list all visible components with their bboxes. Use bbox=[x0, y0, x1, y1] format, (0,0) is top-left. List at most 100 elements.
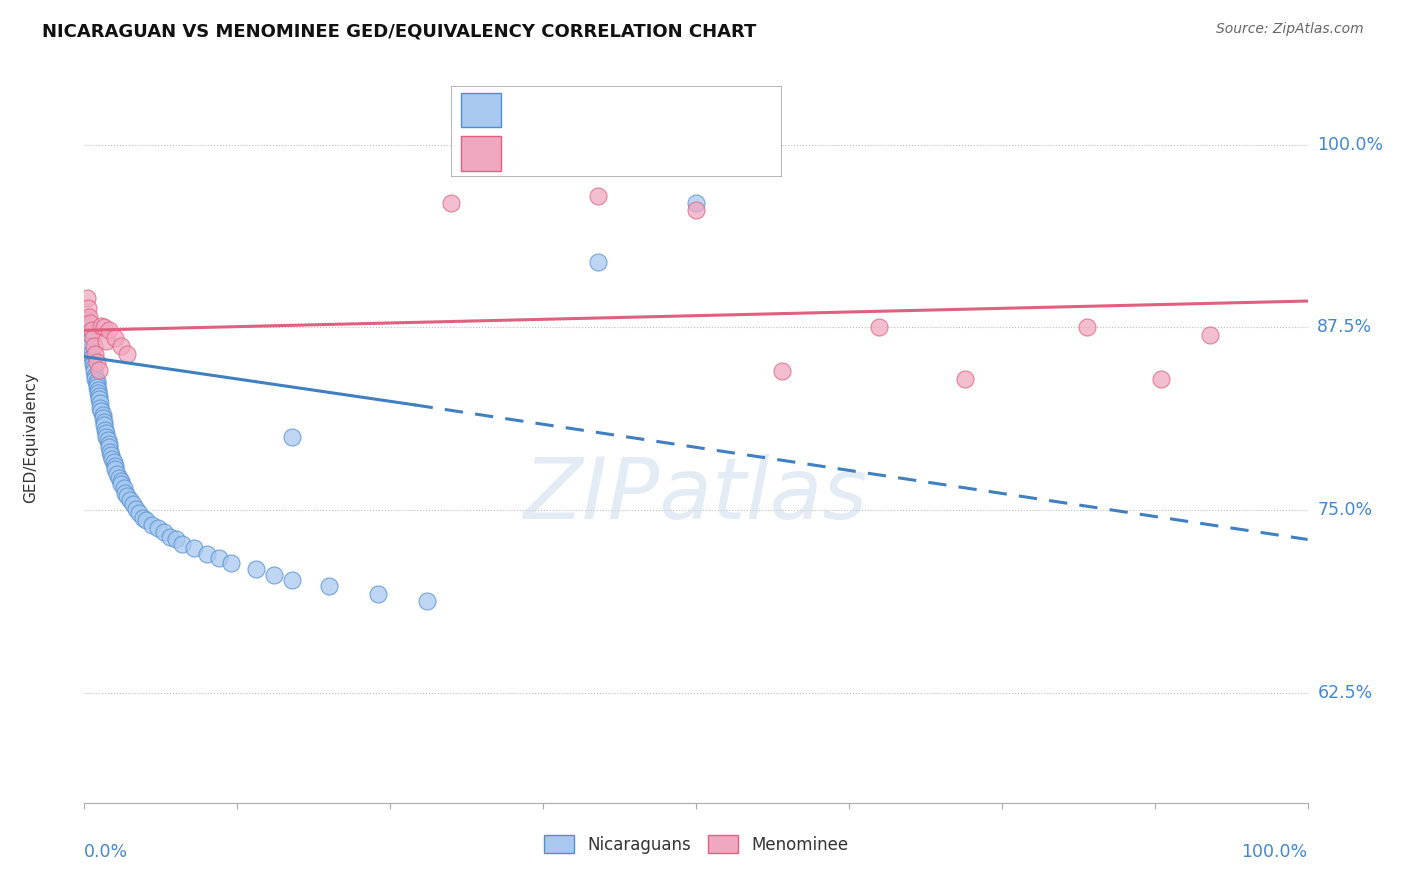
Point bbox=[869, 320, 891, 334]
Point bbox=[110, 339, 132, 353]
Point bbox=[128, 506, 150, 520]
Point bbox=[84, 347, 107, 361]
Point bbox=[172, 537, 194, 551]
Point bbox=[87, 389, 110, 403]
Point bbox=[80, 323, 103, 337]
Point bbox=[101, 452, 124, 467]
Text: 100.0%: 100.0% bbox=[1317, 136, 1384, 153]
Text: Source: ZipAtlas.com: Source: ZipAtlas.com bbox=[1216, 22, 1364, 37]
Point bbox=[84, 371, 107, 385]
Point bbox=[77, 330, 100, 344]
Point bbox=[104, 330, 127, 344]
Point bbox=[770, 364, 793, 378]
Point bbox=[122, 497, 145, 511]
Text: 87.5%: 87.5% bbox=[1317, 318, 1372, 336]
Point bbox=[83, 364, 105, 378]
Point bbox=[105, 467, 128, 481]
Point bbox=[685, 203, 707, 218]
Point bbox=[86, 380, 108, 394]
Point bbox=[110, 476, 132, 491]
Point bbox=[115, 347, 138, 361]
Point bbox=[86, 375, 108, 389]
Point bbox=[1198, 327, 1220, 342]
Point bbox=[80, 345, 103, 359]
Point bbox=[159, 530, 181, 544]
Point bbox=[141, 517, 163, 532]
Point bbox=[132, 510, 155, 524]
Point bbox=[77, 301, 100, 316]
Point bbox=[82, 330, 104, 344]
Point bbox=[165, 533, 187, 547]
Point bbox=[97, 323, 120, 337]
Point bbox=[97, 440, 120, 454]
Point bbox=[91, 411, 114, 425]
Point bbox=[77, 320, 100, 334]
Point bbox=[82, 357, 104, 371]
Point bbox=[93, 416, 115, 430]
Point bbox=[416, 594, 439, 608]
Point bbox=[96, 334, 118, 348]
Point bbox=[953, 371, 976, 385]
Point bbox=[76, 291, 98, 305]
Point bbox=[93, 418, 115, 433]
Point bbox=[685, 196, 707, 211]
Point bbox=[100, 448, 122, 462]
Point bbox=[146, 521, 169, 535]
Point bbox=[208, 551, 231, 566]
Point bbox=[83, 359, 105, 374]
Point bbox=[98, 444, 121, 458]
Point bbox=[135, 513, 157, 527]
Point bbox=[97, 437, 120, 451]
Point bbox=[110, 474, 132, 488]
Point bbox=[90, 318, 112, 333]
Point bbox=[112, 481, 135, 495]
Point bbox=[219, 556, 242, 570]
Point bbox=[195, 547, 218, 561]
Point bbox=[1076, 320, 1098, 334]
Point bbox=[90, 403, 112, 417]
Point bbox=[87, 384, 110, 398]
Point bbox=[115, 489, 138, 503]
Point bbox=[245, 562, 267, 576]
Point bbox=[1150, 371, 1173, 385]
Point bbox=[86, 377, 108, 392]
Point bbox=[281, 430, 304, 444]
Point bbox=[96, 425, 118, 440]
Point bbox=[263, 567, 285, 582]
Point bbox=[153, 525, 176, 540]
Point bbox=[367, 586, 389, 600]
Text: 0.0%: 0.0% bbox=[84, 843, 128, 861]
Point bbox=[104, 459, 127, 474]
Text: GED/Equivalency: GED/Equivalency bbox=[22, 372, 38, 502]
Point bbox=[77, 325, 100, 339]
Point bbox=[83, 339, 105, 353]
Point bbox=[125, 501, 148, 516]
Point bbox=[183, 541, 205, 556]
Point bbox=[91, 408, 114, 422]
Point bbox=[104, 462, 127, 476]
Text: NICARAGUAN VS MENOMINEE GED/EQUIVALENCY CORRELATION CHART: NICARAGUAN VS MENOMINEE GED/EQUIVALENCY … bbox=[42, 22, 756, 40]
Point bbox=[93, 320, 115, 334]
Point bbox=[87, 386, 110, 401]
Point bbox=[89, 396, 111, 410]
Point bbox=[86, 355, 108, 369]
Point bbox=[96, 430, 118, 444]
Point bbox=[79, 339, 101, 353]
Point bbox=[84, 368, 107, 383]
Point bbox=[80, 350, 103, 364]
Point bbox=[97, 433, 120, 447]
Text: 100.0%: 100.0% bbox=[1241, 843, 1308, 861]
Text: 75.0%: 75.0% bbox=[1317, 501, 1372, 519]
Point bbox=[87, 392, 110, 406]
Point bbox=[107, 471, 129, 485]
Point bbox=[79, 316, 101, 330]
Point bbox=[318, 579, 340, 593]
Point bbox=[87, 363, 110, 377]
Point bbox=[89, 401, 111, 415]
Point bbox=[103, 455, 125, 469]
Point bbox=[586, 254, 609, 268]
Point bbox=[440, 196, 463, 211]
Text: 62.5%: 62.5% bbox=[1317, 684, 1372, 702]
Point bbox=[114, 485, 136, 500]
Point bbox=[118, 493, 141, 508]
